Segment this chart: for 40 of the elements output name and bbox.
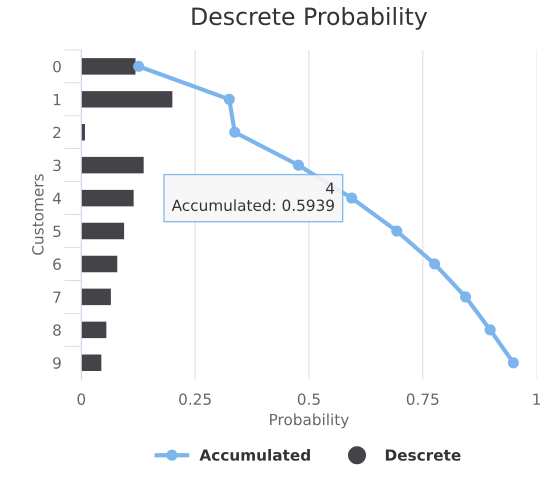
point [224,94,235,105]
y-tick-label: 4 [52,192,61,204]
y-tick-label: 0 [53,60,61,72]
bar [81,256,118,272]
annotation: 4 Accumulated: 0.5939 [172,182,334,212]
x-tick-label: 0 [77,393,86,405]
legend-label: Accumulated [199,448,310,461]
x-tick-label: 0.25 [179,393,211,405]
y-tick-label: 9 [53,357,61,369]
x-tick-label: 1 [533,394,540,405]
point [133,60,144,72]
bar [81,91,172,108]
x-tick-label: 0.75 [406,393,438,405]
y-tick-label: 7 [53,292,61,303]
y-tick-label: 5 [53,226,61,238]
point [229,126,240,138]
y-axis-title: Customers [32,174,44,255]
bar [81,58,136,75]
legend-label: Descrete [386,449,461,461]
chart-title: Descrete Probability [192,6,428,30]
y-tick-label: 3 [53,160,61,172]
y-tick-label: 1 [54,94,60,106]
point [484,324,496,336]
x-axis-title: Probability [270,413,349,428]
bar [81,222,124,240]
x-tick-label: 0.5 [298,393,320,405]
bar [81,354,102,372]
bar [81,156,144,174]
point [391,225,402,237]
point [429,258,440,270]
y-tick-label: 6 [53,258,61,270]
bar [81,190,134,206]
point [460,291,472,302]
y-tick-label: 2 [53,126,60,138]
y-tick-label: 8 [53,324,61,336]
bar [81,288,111,306]
point [508,357,519,368]
bar [81,322,106,338]
point [346,192,358,204]
point [292,160,304,171]
